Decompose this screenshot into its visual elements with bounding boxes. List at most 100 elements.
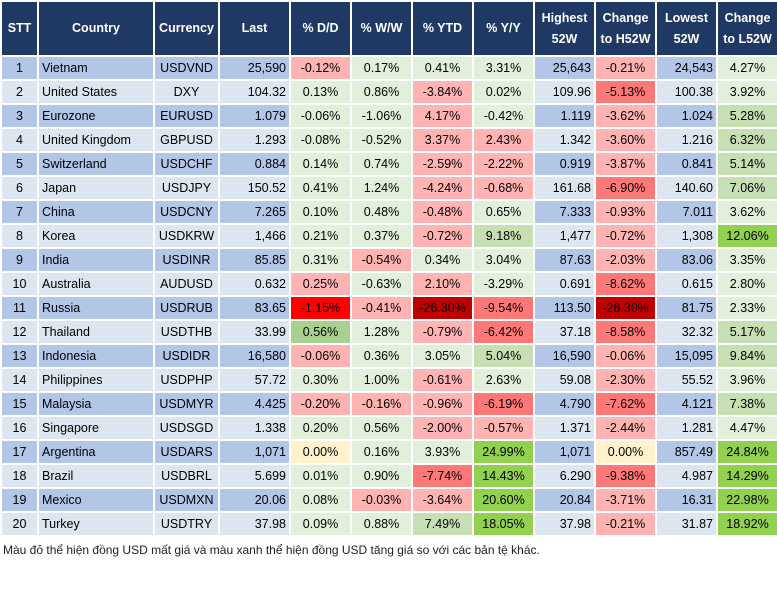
fx-table: STT Country Currency Last % D/D % W/W % …: [0, 0, 777, 537]
cell-low: 83.06: [655, 247, 718, 273]
cell-ytd: 3.05%: [411, 343, 474, 369]
cell-chh: -26.30%: [594, 295, 657, 321]
cell-ytd: -0.96%: [411, 391, 474, 417]
cell-chl: 6.32%: [716, 127, 777, 153]
cell-chl: 22.98%: [716, 487, 777, 513]
cell-chh: -2.30%: [594, 367, 657, 393]
cell-dd: -0.20%: [289, 391, 352, 417]
table-row: 16 Singapore USDSGD 1.338 0.20% 0.56% -2.00% -0…: [0, 415, 777, 441]
cell-country: Malaysia: [37, 391, 155, 417]
cell-stt: 2: [0, 79, 39, 105]
cell-ww: -0.16%: [350, 391, 413, 417]
cell-ww: 0.16%: [350, 439, 413, 465]
cell-last: 57.72: [218, 367, 291, 393]
cell-chl: 3.35%: [716, 247, 777, 273]
cell-ytd: -4.24%: [411, 175, 474, 201]
cell-currency: USDINR: [153, 247, 220, 273]
cell-dd: 0.30%: [289, 367, 352, 393]
cell-chh: 0.00%: [594, 439, 657, 465]
cell-ytd: -3.64%: [411, 487, 474, 513]
cell-chh: -7.62%: [594, 391, 657, 417]
cell-stt: 3: [0, 103, 39, 129]
cell-currency: USDKRW: [153, 223, 220, 249]
cell-currency: USDCNY: [153, 199, 220, 225]
cell-yy: -9.54%: [472, 295, 535, 321]
cell-stt: 6: [0, 175, 39, 201]
table-row: 1 Vietnam USDVND 25,590 -0.12% 0.17% 0.41% 3.31…: [0, 55, 777, 81]
cell-yy: 0.65%: [472, 199, 535, 225]
cell-last: 0.884: [218, 151, 291, 177]
cell-low: 4.121: [655, 391, 718, 417]
cell-dd: 0.20%: [289, 415, 352, 441]
cell-country: United States: [37, 79, 155, 105]
cell-currency: USDIDR: [153, 343, 220, 369]
header-row: STT Country Currency Last % D/D % W/W % …: [0, 0, 777, 57]
cell-chl: 2.80%: [716, 271, 777, 297]
cell-high: 37.98: [533, 511, 596, 537]
cell-yy: 2.43%: [472, 127, 535, 153]
cell-dd: 0.01%: [289, 463, 352, 489]
cell-last: 1,466: [218, 223, 291, 249]
cell-ww: 0.56%: [350, 415, 413, 441]
table-row: 10 Australia AUDUSD 0.632 0.25% -0.63% 2.10% -3…: [0, 271, 777, 297]
cell-high: 1.342: [533, 127, 596, 153]
cell-ytd: -7.74%: [411, 463, 474, 489]
cell-country: Argentina: [37, 439, 155, 465]
table-row: 4 United Kingdom GBPUSD 1.293 -0.08% -0.52% 3.…: [0, 127, 777, 153]
cell-stt: 18: [0, 463, 39, 489]
cell-chl: 5.14%: [716, 151, 777, 177]
cell-high: 37.18: [533, 319, 596, 345]
cell-yy: -0.42%: [472, 103, 535, 129]
cell-dd: 0.08%: [289, 487, 352, 513]
cell-dd: 0.21%: [289, 223, 352, 249]
col-header-change-l52w: Change to L52W: [716, 0, 777, 57]
cell-chh: -9.38%: [594, 463, 657, 489]
cell-chl: 5.28%: [716, 103, 777, 129]
cell-last: 104.32: [218, 79, 291, 105]
cell-low: 4.987: [655, 463, 718, 489]
cell-chh: -3.62%: [594, 103, 657, 129]
table-row: 5 Switzerland USDCHF 0.884 0.14% 0.74% -2.59% -…: [0, 151, 777, 177]
cell-yy: 5.04%: [472, 343, 535, 369]
cell-high: 25,643: [533, 55, 596, 81]
cell-yy: -0.57%: [472, 415, 535, 441]
cell-ww: -1.06%: [350, 103, 413, 129]
cell-yy: 18.05%: [472, 511, 535, 537]
cell-high: 1,477: [533, 223, 596, 249]
cell-country: United Kingdom: [37, 127, 155, 153]
cell-yy: 3.31%: [472, 55, 535, 81]
cell-stt: 17: [0, 439, 39, 465]
cell-high: 0.691: [533, 271, 596, 297]
cell-dd: -0.06%: [289, 103, 352, 129]
col-header-yy: % Y/Y: [472, 0, 535, 57]
table-row: 14 Philippines USDPHP 57.72 0.30% 1.00% -0.61%…: [0, 367, 777, 393]
cell-last: 0.632: [218, 271, 291, 297]
cell-stt: 15: [0, 391, 39, 417]
cell-ytd: -2.00%: [411, 415, 474, 441]
cell-yy: 14.43%: [472, 463, 535, 489]
cell-country: Switzerland: [37, 151, 155, 177]
cell-ww: -0.03%: [350, 487, 413, 513]
cell-chh: -0.93%: [594, 199, 657, 225]
cell-ytd: 2.10%: [411, 271, 474, 297]
cell-last: 1.293: [218, 127, 291, 153]
cell-chh: -3.71%: [594, 487, 657, 513]
cell-country: Turkey: [37, 511, 155, 537]
cell-dd: 0.25%: [289, 271, 352, 297]
cell-chl: 4.47%: [716, 415, 777, 441]
cell-yy: 0.02%: [472, 79, 535, 105]
cell-country: Philippines: [37, 367, 155, 393]
cell-currency: USDBRL: [153, 463, 220, 489]
cell-last: 20.06: [218, 487, 291, 513]
col-header-dd: % D/D: [289, 0, 352, 57]
cell-ytd: 0.41%: [411, 55, 474, 81]
cell-ww: 0.74%: [350, 151, 413, 177]
cell-currency: USDJPY: [153, 175, 220, 201]
cell-high: 59.08: [533, 367, 596, 393]
cell-ytd: -2.59%: [411, 151, 474, 177]
cell-low: 32.32: [655, 319, 718, 345]
table-row: 3 Eurozone EURUSD 1.079 -0.06% -1.06% 4.17% -0.…: [0, 103, 777, 129]
cell-currency: USDVND: [153, 55, 220, 81]
cell-last: 150.52: [218, 175, 291, 201]
cell-last: 5.699: [218, 463, 291, 489]
